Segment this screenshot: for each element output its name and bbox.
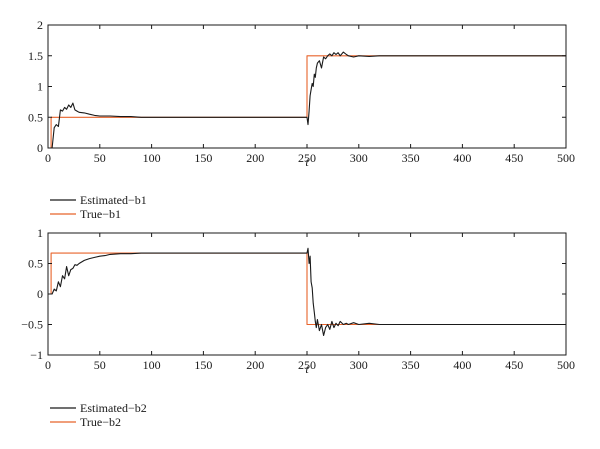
x-tick-label: 150 xyxy=(194,151,212,165)
x-tick-label: 350 xyxy=(402,358,420,372)
y-tick-label: −0.5 xyxy=(21,318,43,332)
x-tick-label: 450 xyxy=(505,151,523,165)
x-tick-label: 0 xyxy=(45,358,51,372)
x-tick-label: 450 xyxy=(505,358,523,372)
x-tick-label: 250 xyxy=(298,151,316,165)
x-axis-label: t xyxy=(305,362,309,376)
y-tick-label: −1 xyxy=(30,348,43,362)
x-tick-label: 200 xyxy=(246,358,264,372)
x-tick-label: 400 xyxy=(453,151,471,165)
x-tick-label: 500 xyxy=(557,151,575,165)
x-tick-label: 100 xyxy=(143,358,161,372)
x-tick-label: 200 xyxy=(246,151,264,165)
x-tick-label: 0 xyxy=(45,151,51,165)
series-line-true xyxy=(48,252,566,326)
x-tick-label: 250 xyxy=(298,358,316,372)
y-tick-label: 2 xyxy=(37,18,43,32)
panel-top: 0 50 100 150 200 250 300 350 400 450 500 0 0.5 1 1.5 2 t… xyxy=(28,18,575,221)
y-tick-label: 0 xyxy=(37,287,43,301)
legend-label: Estimated−b2 xyxy=(80,401,147,415)
x-tick-label: 300 xyxy=(350,358,368,372)
legend-label: True−b2 xyxy=(80,415,121,429)
x-tick-label: 300 xyxy=(350,151,368,165)
x-tick-label: 50 xyxy=(94,358,106,372)
panel-bottom: 0 50 100 150 200 250 300 350 400 450 500 −1 −0.5 0 0.5… xyxy=(21,226,575,429)
y-tick-label: 1 xyxy=(37,226,43,240)
y-tick-label: 1 xyxy=(37,80,43,94)
y-tick-label: 0.5 xyxy=(28,110,43,124)
legend-label: True−b1 xyxy=(80,207,121,221)
x-tick-label: 400 xyxy=(453,358,471,372)
series-line-estimated xyxy=(48,247,566,337)
x-tick-label: 150 xyxy=(194,358,212,372)
legend-label: Estimated−b1 xyxy=(80,193,147,207)
y-tick-label: 1.5 xyxy=(28,49,43,63)
x-tick-label: 50 xyxy=(94,151,106,165)
series-line-estimated xyxy=(48,51,566,149)
x-tick-label: 500 xyxy=(557,358,575,372)
y-tick-label: 0.5 xyxy=(28,257,43,271)
x-tick-label: 350 xyxy=(402,151,420,165)
x-axis-label: t xyxy=(305,155,309,169)
x-tick-label: 100 xyxy=(143,151,161,165)
y-tick-label: 0 xyxy=(37,141,43,155)
series-line-true xyxy=(48,55,566,149)
